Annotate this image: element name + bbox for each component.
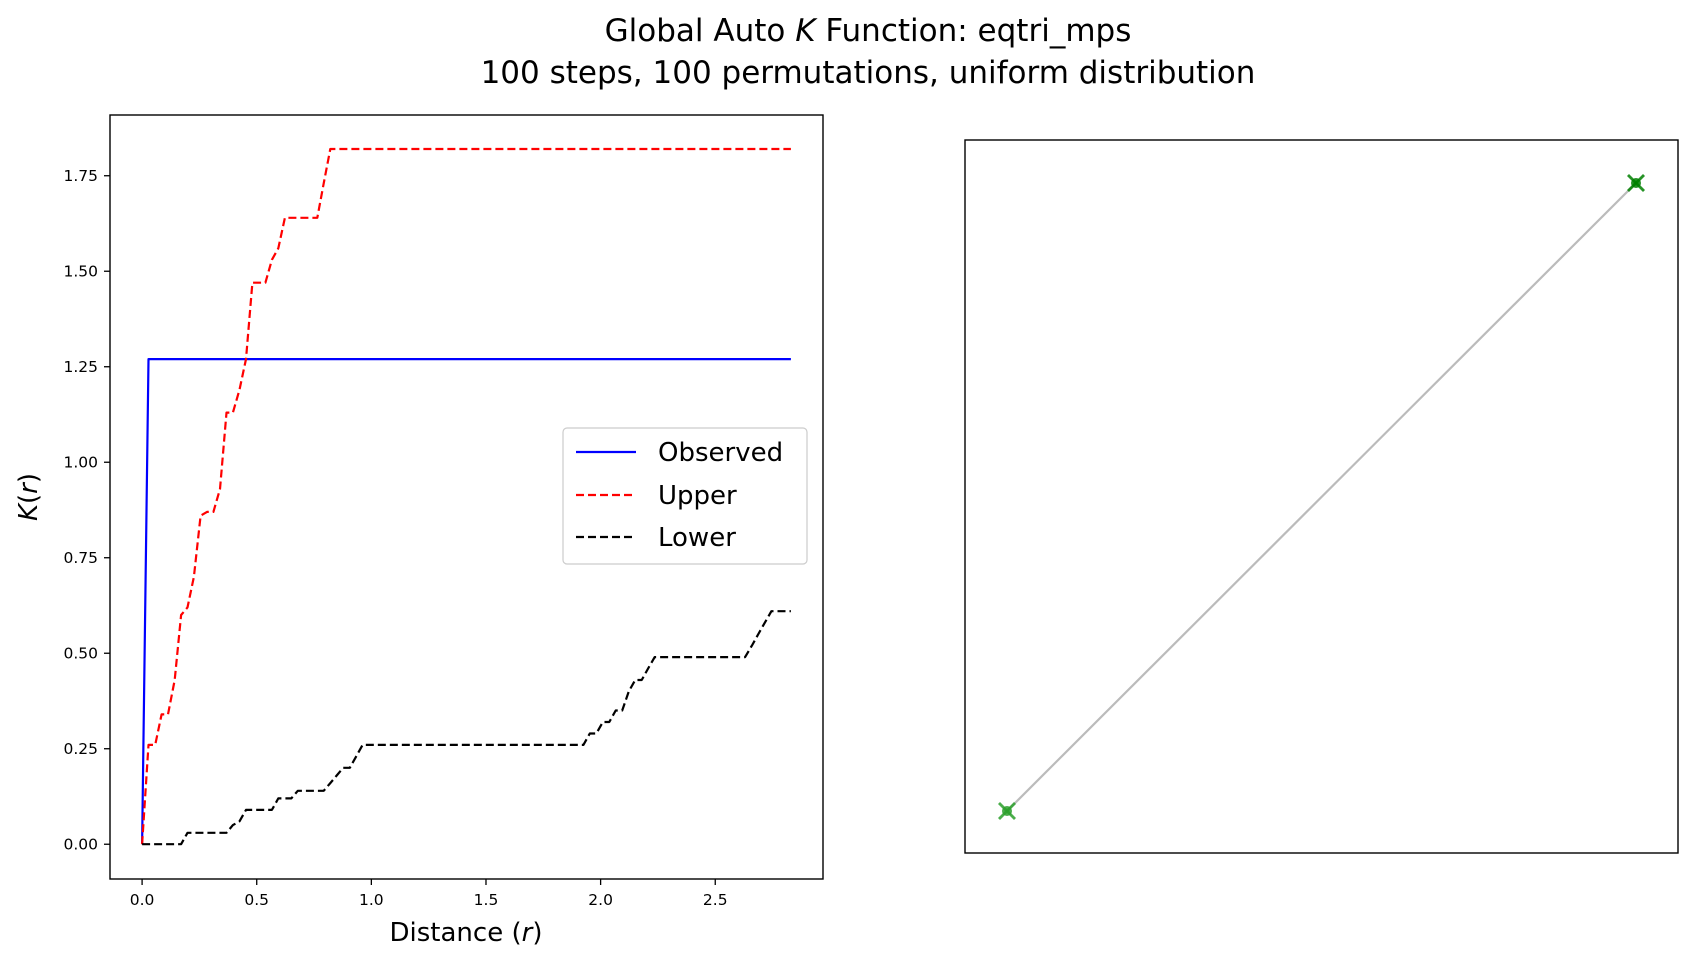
x-tick-label: 2.0	[588, 891, 613, 909]
legend-label-observed: Observed	[658, 438, 783, 468]
x-tick-label: 2.5	[703, 891, 728, 909]
right-plot-frame	[964, 139, 1679, 854]
legend: Observed Upper Lower	[562, 427, 808, 565]
series-line-lower	[142, 610, 791, 846]
k-function-plot: 0.0 0.5 1.0 1.5 2.0 2.5 0.00 0.25 0.50 0.75 1.00 1…	[14, 114, 824, 948]
x-tick-label: 0.0	[130, 891, 155, 909]
connecting-segment	[1006, 182, 1637, 812]
y-tick-label: 1.25	[63, 358, 98, 376]
y-tick-label: 1.50	[63, 263, 98, 281]
series-line-upper	[141, 147, 791, 845]
x-tick-label: 0.5	[244, 891, 269, 909]
y-tick-label: 1.00	[63, 454, 98, 472]
y-axis-ticks: 0.00 0.25 0.50 0.75 1.00 1.25 1.50 1.75	[63, 167, 110, 854]
x-tick-label: 1.5	[474, 891, 499, 909]
y-tick-label: 0.00	[63, 836, 98, 854]
y-tick-label: 0.75	[63, 549, 98, 567]
legend-label-lower: Lower	[658, 523, 736, 553]
x-axis-ticks: 0.0 0.5 1.0 1.5 2.0 2.5	[130, 879, 728, 909]
y-tick-label: 1.75	[63, 167, 98, 185]
legend-box	[562, 427, 808, 565]
series-layer	[141, 147, 791, 846]
point-pattern-plot	[964, 139, 1679, 854]
point-marker-1	[998, 802, 1016, 820]
figure-subtitle: 100 steps, 100 permutations, uniform dis…	[481, 55, 1256, 91]
left-plot-frame	[109, 114, 824, 880]
point-layer	[998, 174, 1645, 820]
x-axis-label: Distance (r)	[390, 918, 543, 948]
y-tick-label: 0.50	[63, 645, 98, 663]
y-tick-label: 0.25	[63, 740, 98, 758]
legend-label-upper: Upper	[658, 481, 737, 511]
series-line-observed	[141, 358, 791, 845]
x-tick-label: 1.0	[359, 891, 384, 909]
figure-title: Global Auto K Function: eqtri_mps	[605, 13, 1132, 49]
point-marker-2	[1627, 174, 1645, 192]
y-axis-label: K(r)	[14, 473, 44, 521]
